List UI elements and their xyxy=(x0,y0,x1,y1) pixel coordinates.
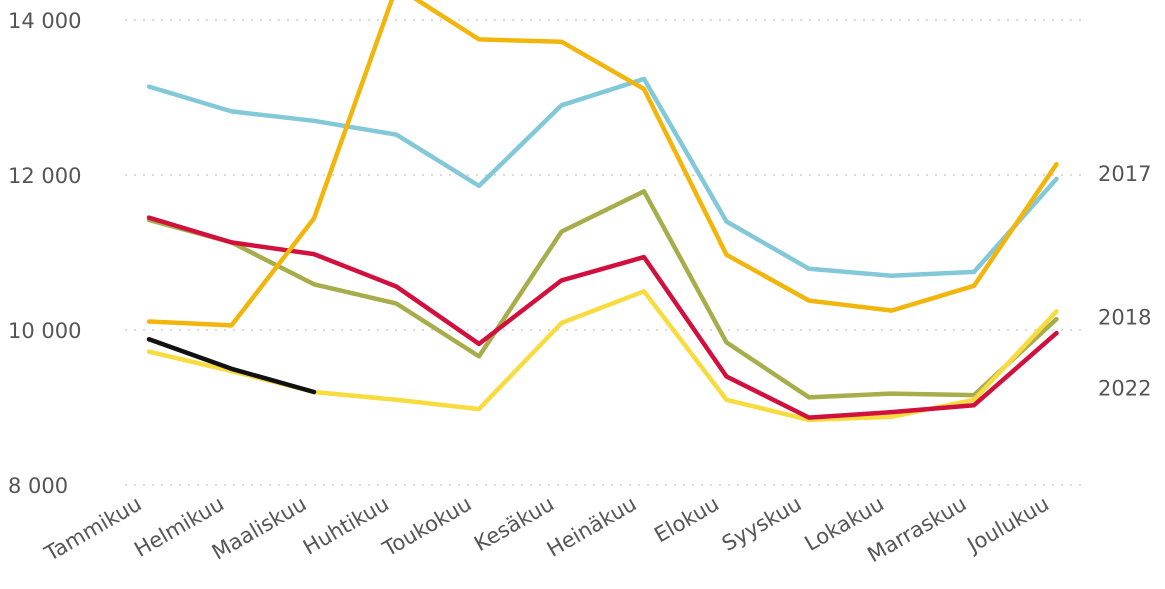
x-tick-label: Elokuu xyxy=(650,492,723,548)
x-tick-label: Tammikuu xyxy=(40,492,146,567)
series-line-3 xyxy=(146,289,1059,423)
y-tick-label: 14 000 xyxy=(8,9,81,33)
x-tick-label: Joulukuu xyxy=(962,492,1053,559)
series-line-2 xyxy=(146,189,1059,400)
x-tick-label: Syyskuu xyxy=(718,492,806,556)
series-end-label: 2018 xyxy=(1098,305,1151,329)
x-axis-ticks: TammikuuHelmikuuMaaliskuuHuhtikuuToukoku… xyxy=(40,492,1053,568)
y-tick-label: 10 000 xyxy=(8,319,81,343)
series-end-label: 2017 xyxy=(1098,162,1151,186)
x-tick-label: Toukokuu xyxy=(378,492,476,562)
series-line-6 xyxy=(146,337,317,395)
x-tick-label: Maaliskuu xyxy=(208,492,311,565)
series-line-4 xyxy=(146,215,1059,420)
series-line-5 xyxy=(146,0,1059,328)
x-tick-label: Kesäkuu xyxy=(470,492,558,557)
series-lines xyxy=(146,0,1059,423)
end-labels: 2017 2018 2022 xyxy=(1098,162,1151,401)
x-tick-label: Heinäkuu xyxy=(543,492,641,562)
series-end-label: 2022 xyxy=(1098,377,1151,401)
y-tick-label: 12 000 xyxy=(8,164,81,188)
x-tick-label: Huhtikuu xyxy=(299,492,393,560)
y-axis-ticks: 8 000 10 000 12 000 14 000 xyxy=(8,9,81,498)
series-line-1 xyxy=(146,76,1059,279)
y-tick-label: 8 000 xyxy=(8,474,68,498)
